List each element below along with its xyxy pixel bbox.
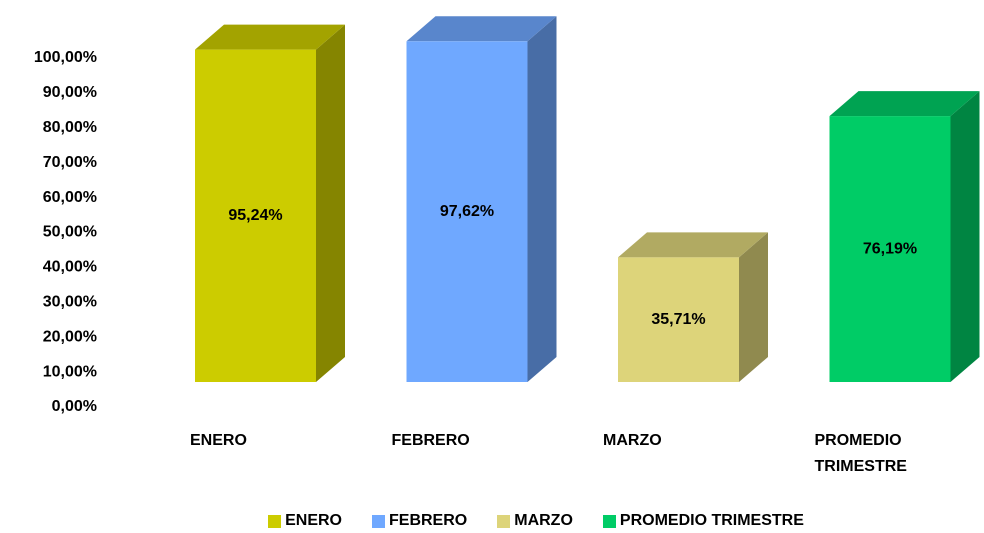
y-tick-label: 70,00% <box>43 154 97 171</box>
y-tick-label: 60,00% <box>43 189 97 206</box>
bar-side <box>316 24 345 383</box>
bar <box>406 41 528 382</box>
legend-item: ENERO <box>268 512 342 530</box>
legend-swatch <box>268 514 282 528</box>
x-tick-label: PROMEDIO TRIMESTRE <box>814 432 907 475</box>
legend-label: FEBRERO <box>389 512 468 529</box>
bar-side <box>739 232 768 382</box>
data-label: 76,19% <box>863 240 917 257</box>
legend-swatch <box>497 514 511 528</box>
bar-top <box>195 24 345 50</box>
y-tick-label: 40,00% <box>43 259 97 276</box>
bar-top <box>829 91 980 117</box>
y-tick-label: 50,00% <box>43 224 97 241</box>
data-label: 95,24% <box>228 207 282 224</box>
y-tick-label: 90,00% <box>43 84 97 101</box>
x-tick-label: ENERO <box>190 432 247 449</box>
legend-label: MARZO <box>514 512 573 529</box>
bar <box>618 257 739 382</box>
bar-top <box>618 232 768 258</box>
x-tick-label: FEBRERO <box>391 432 470 449</box>
legend-label: ENERO <box>285 512 342 529</box>
legend-item: MARZO <box>497 512 573 530</box>
data-label: 35,71% <box>651 311 705 328</box>
bar-top <box>406 16 557 42</box>
bar <box>195 49 316 383</box>
legend-label: PROMEDIO TRIMESTRE <box>619 512 804 529</box>
x-tick-label: MARZO <box>603 432 662 449</box>
data-label: 97,62% <box>440 203 494 220</box>
bar-side <box>527 16 557 382</box>
legend: ENERO FEBRERO MARZO PROMEDIO TRIMESTRE <box>0 512 984 530</box>
legend-item: FEBRERO <box>372 512 467 530</box>
bar-side <box>950 91 980 383</box>
y-tick-label: 20,00% <box>43 328 97 345</box>
y-tick-label: 0,00% <box>52 398 97 415</box>
y-tick-label: 10,00% <box>43 363 97 380</box>
legend-swatch <box>602 514 616 528</box>
legend-swatch <box>372 514 385 528</box>
bar <box>829 116 951 383</box>
y-tick-label: 30,00% <box>43 294 97 311</box>
y-tick-label: 100,00% <box>34 49 97 66</box>
legend-item: PROMEDIO TRIMESTRE <box>602 512 804 530</box>
y-tick-label: 80,00% <box>43 119 97 136</box>
